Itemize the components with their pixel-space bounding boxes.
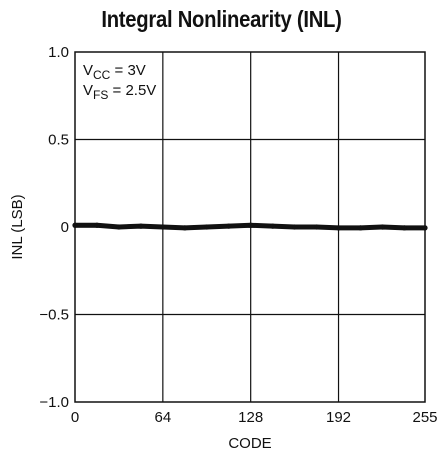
- x-tick-labels: 0 64 128 192 255: [71, 409, 438, 426]
- x-tick-label: 192: [326, 409, 351, 426]
- x-axis-label: CODE: [228, 435, 271, 452]
- inl-data-point: [379, 224, 386, 230]
- annotation-vcc-text: = 3V: [110, 62, 145, 79]
- inl-data-point: [138, 223, 144, 229]
- inl-data-point: [226, 223, 232, 229]
- y-tick-label: −1.0: [39, 394, 69, 411]
- chart-title: Integral Nonlinearity (INL): [101, 6, 342, 32]
- annotation-vfs-sub: FS: [93, 88, 108, 102]
- annotation-vcc: VCC = 3V: [83, 62, 146, 82]
- inl-data-point: [335, 225, 342, 231]
- inl-data-point: [160, 224, 166, 230]
- inl-data-point: [270, 223, 276, 229]
- annotation-vcc-sub: CC: [93, 68, 111, 82]
- annotation-vfs: VFS = 2.5V: [83, 82, 156, 102]
- inl-data-point: [204, 224, 210, 230]
- inl-data-point: [94, 222, 100, 228]
- annotation-vfs-base: V: [83, 82, 93, 99]
- inl-data-point: [357, 225, 364, 231]
- x-tick-label: 255: [412, 409, 437, 426]
- y-tick-label: 0.5: [48, 132, 69, 149]
- inl-data-point: [422, 225, 428, 231]
- y-axis-label: INL (LSB): [9, 194, 26, 259]
- inl-data-point: [313, 224, 320, 230]
- inl-data-point: [401, 225, 408, 231]
- x-tick-label: 64: [154, 409, 171, 426]
- y-tick-label: −0.5: [39, 307, 69, 324]
- annotation-vfs-text: = 2.5V: [108, 82, 156, 99]
- x-tick-label: 0: [71, 409, 79, 426]
- y-tick-label: 0: [61, 219, 69, 236]
- inl-data-point: [72, 222, 78, 228]
- inl-data-point: [116, 224, 122, 230]
- inl-data-point: [182, 225, 188, 231]
- x-tick-label: 128: [238, 409, 263, 426]
- inl-data-point: [292, 224, 298, 230]
- series-layer: [72, 222, 428, 231]
- y-tick-label: 1.0: [48, 44, 69, 61]
- y-tick-labels: 1.0 0.5 0 −0.5 −1.0: [39, 44, 69, 411]
- annotation-vcc-base: V: [83, 62, 93, 79]
- inl-data-point: [248, 222, 254, 228]
